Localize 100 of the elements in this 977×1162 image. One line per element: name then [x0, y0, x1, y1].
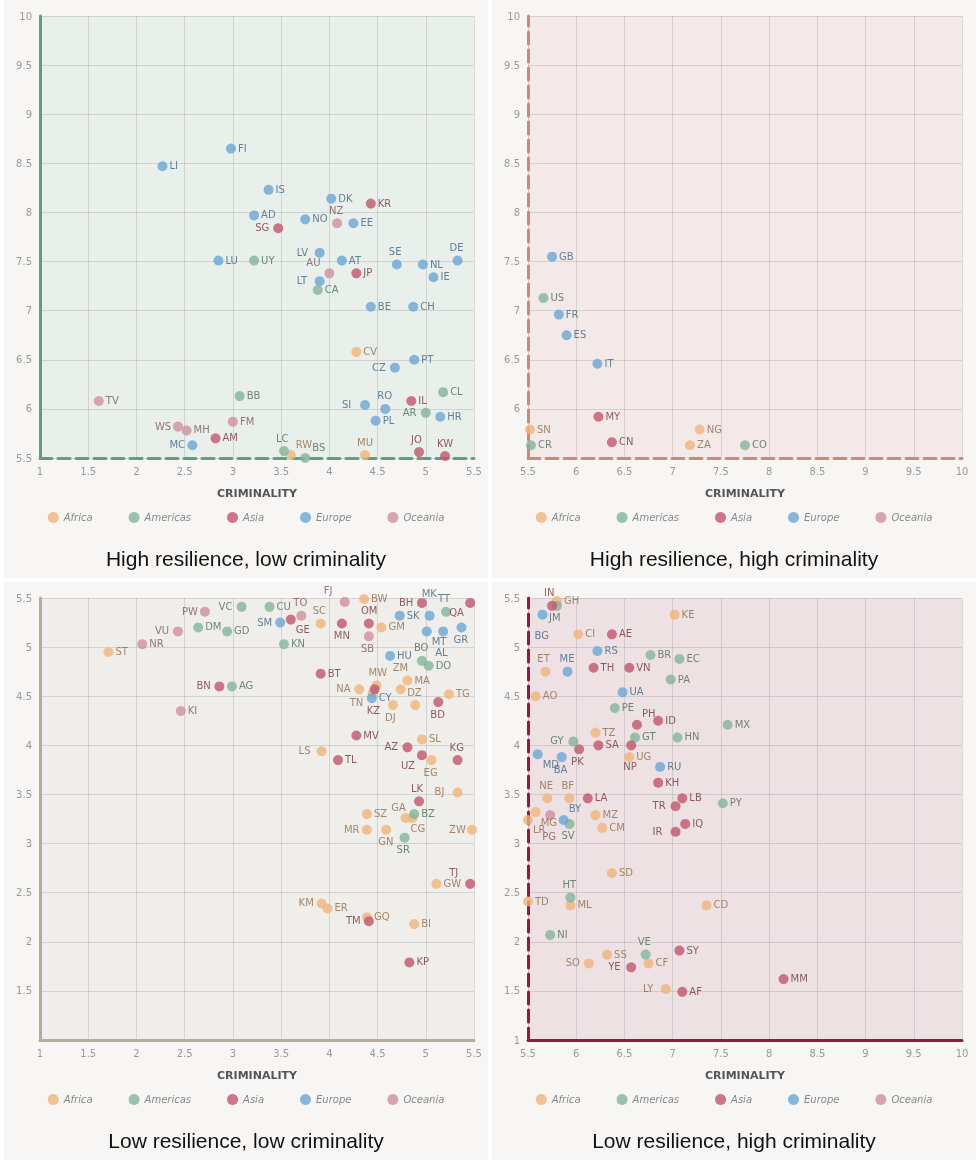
- data-label: PT: [421, 353, 435, 365]
- y-tick-label: 9.5: [16, 59, 32, 71]
- data-label: TV: [104, 395, 119, 407]
- data-label: TT: [437, 593, 451, 605]
- data-label: IS: [275, 183, 285, 195]
- y-tick-label: 9: [513, 108, 520, 120]
- x-tick-label: 9: [862, 1047, 869, 1059]
- data-label: LS: [298, 745, 311, 757]
- data-label: AG: [238, 680, 254, 692]
- data-label: LC: [276, 432, 289, 444]
- data-label: BR: [657, 648, 672, 660]
- x-tick-label: 4: [326, 1047, 333, 1059]
- data-label: MH: [193, 424, 210, 436]
- data-label: ML: [577, 899, 593, 911]
- data-label: MV: [363, 729, 379, 741]
- data-label: AE: [618, 628, 633, 640]
- data-label: GM: [388, 621, 405, 633]
- text: Low resilience, high criminality: [592, 1129, 877, 1152]
- data-label: EG: [423, 766, 438, 778]
- data-label: GD: [234, 625, 250, 637]
- data-label: UG: [636, 751, 652, 763]
- data-label: PL: [382, 414, 395, 426]
- data-label: AD: [261, 209, 276, 221]
- data-label: SR: [396, 844, 410, 856]
- x-tick-label: 5: [422, 465, 429, 477]
- data-label: UZ: [400, 759, 416, 771]
- y-tick-label: 7: [25, 305, 32, 317]
- data-label: RW: [295, 438, 313, 450]
- data-label: CZ: [371, 361, 386, 373]
- x-tick-label: 4.5: [369, 465, 386, 477]
- y-tick-label: 4: [25, 739, 32, 751]
- data-label: IT: [604, 357, 615, 369]
- data-label: LU: [225, 254, 238, 266]
- data-label: JP: [362, 267, 373, 279]
- legend-label: Americas: [143, 512, 192, 523]
- data-label: ZW: [449, 823, 466, 835]
- x-tick-label: 1.5: [80, 1047, 97, 1059]
- data-label: YE: [607, 961, 621, 973]
- x-tick-label: 1: [36, 1047, 44, 1059]
- data-label: GT: [642, 731, 657, 743]
- data-label: KZ: [366, 704, 381, 716]
- data-label: RU: [667, 760, 682, 772]
- x-tick-label: 3: [229, 1047, 237, 1059]
- y-tick-label: 4: [513, 739, 520, 751]
- data-label: PW: [181, 605, 198, 617]
- data-label: EC: [686, 652, 700, 664]
- data-label: LB: [689, 792, 702, 804]
- data-label: MZ: [602, 809, 619, 821]
- y-tick-label: 2.5: [16, 887, 32, 899]
- data-label: CF: [655, 957, 669, 969]
- data-label: JO: [410, 433, 422, 445]
- data-label: CY: [378, 692, 393, 704]
- x-tick-label: 1: [36, 465, 44, 477]
- text: High resilience, low criminality: [105, 547, 387, 570]
- data-label: NP: [623, 760, 637, 772]
- y-tick-label: 2: [25, 936, 32, 948]
- data-label: CI: [585, 628, 596, 640]
- y-tick-label: 6: [513, 403, 520, 415]
- x-axis-title: CRIMINALITY: [217, 487, 299, 500]
- y-tick-label: 1.5: [16, 985, 32, 997]
- data-label: BD: [430, 708, 446, 720]
- y-tick-label: 10: [507, 10, 520, 22]
- y-tick-label: 9: [25, 108, 32, 120]
- data-label: LY: [642, 982, 655, 994]
- data-label: HU: [397, 649, 412, 661]
- data-label: GH: [563, 594, 580, 606]
- data-label: MU: [357, 436, 373, 448]
- y-tick-label: 8.5: [504, 157, 520, 169]
- x-tick-label: 4.5: [369, 1047, 386, 1059]
- legend-label: Europe: [316, 1094, 352, 1105]
- x-tick-label: 8.5: [809, 1047, 826, 1059]
- x-tick-label: 8: [765, 1047, 773, 1059]
- data-label: FR: [565, 308, 579, 320]
- data-label: KH: [665, 776, 680, 788]
- data-label: DE: [449, 242, 464, 254]
- data-label: MM: [790, 973, 808, 985]
- x-tick-label: 6: [573, 1047, 580, 1059]
- legend-label: Asia: [242, 512, 265, 523]
- data-label: AM: [222, 432, 238, 444]
- data-label: ME: [559, 653, 575, 665]
- data-label: LA: [594, 792, 608, 804]
- data-label: TD: [534, 895, 550, 907]
- x-tick-label: 6.5: [616, 465, 633, 477]
- data-label: ID: [665, 714, 677, 726]
- legend-label: Americas: [143, 1094, 192, 1105]
- data-label: TG: [454, 688, 470, 700]
- data-label: CG: [410, 822, 426, 834]
- x-tick-label: 2: [133, 465, 140, 477]
- y-tick-label: 8: [25, 206, 32, 218]
- x-tick-label: 10: [955, 1047, 969, 1059]
- data-label: BE: [377, 300, 391, 312]
- data-label: MA: [414, 674, 431, 686]
- x-tick-label: 7.5: [712, 465, 729, 477]
- data-label: SD: [618, 867, 634, 879]
- data-label: IE: [440, 271, 450, 283]
- data-label: IL: [418, 395, 428, 407]
- data-label: BW: [371, 592, 388, 604]
- data-label: KN: [291, 638, 306, 650]
- x-tick-label: 8.5: [809, 465, 826, 477]
- y-tick-label: 6.5: [16, 354, 32, 366]
